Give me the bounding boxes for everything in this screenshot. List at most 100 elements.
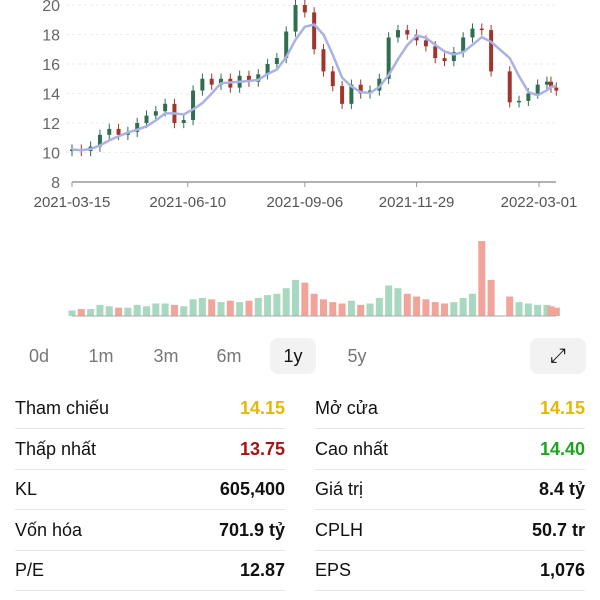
tab-0d[interactable]: 0d <box>28 346 50 366</box>
volume-bar <box>468 293 476 316</box>
tab-6m[interactable]: 6m <box>216 346 242 366</box>
y-tick-label: 18 <box>42 28 60 45</box>
volume-bar <box>441 303 449 316</box>
candle-body <box>414 34 419 41</box>
candle-body <box>256 74 261 82</box>
price-chart[interactable]: 8 10 12 14 16 18 20 2021-03-15 2021-06-10 2021-09… <box>0 0 600 330</box>
candle-body <box>377 78 382 91</box>
candle-body <box>535 84 540 94</box>
volume-bar <box>208 299 216 316</box>
candle-body <box>479 28 484 31</box>
volume-bar <box>506 296 514 316</box>
volume-bar <box>431 302 439 316</box>
volume-bar <box>124 307 132 316</box>
stat-row: P/E 12.87 <box>15 550 285 591</box>
volume-bar <box>478 241 486 316</box>
volume-bar <box>338 303 346 316</box>
volume-bar <box>403 293 411 316</box>
volume-bar <box>77 309 85 316</box>
x-tick-label: 2021-03-15 <box>34 194 111 211</box>
volume-bar <box>552 307 560 316</box>
volume-bar <box>292 279 300 316</box>
stat-label: Mở cửa <box>315 398 378 418</box>
volume-bar <box>422 299 430 316</box>
volume-bar <box>347 300 355 316</box>
candle-body <box>405 30 410 35</box>
stat-label: Tham chiếu <box>15 398 110 418</box>
volume-bar <box>161 303 169 316</box>
candle-body <box>349 84 354 104</box>
stat-value: 701.9 tỷ <box>218 519 285 540</box>
candle-body <box>116 128 121 135</box>
volume-bar <box>226 300 234 316</box>
volume-bar <box>152 303 160 316</box>
stat-value: 605,400 <box>219 479 285 499</box>
volume-bar <box>515 302 523 316</box>
stat-value: 13.75 <box>239 438 285 459</box>
stat-row: KL 605,400 <box>15 469 285 510</box>
y-tick-label: 10 <box>42 146 60 163</box>
stat-row: Mở cửa 14.15 <box>315 388 585 429</box>
candle-body <box>386 37 391 79</box>
stat-label: Vốn hóa <box>15 519 83 540</box>
volume-bar <box>236 302 244 316</box>
y-tick-label: 20 <box>42 0 60 15</box>
volume-bar <box>301 282 309 316</box>
candle-body <box>461 37 466 53</box>
candle-body <box>163 103 168 112</box>
candle-body <box>191 90 196 121</box>
volume-bar <box>180 306 188 316</box>
stat-value: 1,076 <box>539 560 585 580</box>
volume-bar <box>524 303 532 316</box>
candle-body <box>548 81 553 88</box>
tab-3m[interactable]: 3m <box>153 346 179 366</box>
volume-bar <box>96 304 104 316</box>
candle-body <box>395 30 400 38</box>
candle-body <box>517 100 522 103</box>
volume-bar <box>310 293 318 316</box>
stat-label: CPLH <box>315 519 364 540</box>
volume-bar <box>170 304 178 316</box>
volume-bar <box>487 279 495 316</box>
candle-body <box>330 71 335 87</box>
period-tabs: 0d 1m 3m 6m 1y 5y <box>0 338 600 374</box>
volume-bar <box>385 285 393 316</box>
tab-5y[interactable]: 5y <box>347 346 367 366</box>
stat-row: Thấp nhất 13.75 <box>15 429 285 470</box>
candle-body <box>544 81 549 85</box>
candle-body <box>442 58 447 62</box>
candle-body <box>293 5 298 32</box>
volume-bar <box>375 297 383 316</box>
volume-bar <box>329 302 337 316</box>
volume-bar <box>189 299 197 316</box>
stat-row: Cao nhất 14.40 <box>315 429 585 470</box>
volume-bar <box>87 309 95 316</box>
volume-bar <box>394 288 402 316</box>
candle-body <box>219 78 224 85</box>
stat-row: Vốn hóa 701.9 tỷ <box>15 510 285 551</box>
y-tick-label: 12 <box>42 116 60 133</box>
expand-arrows-icon: ⤢ <box>550 345 566 367</box>
volume-bar <box>68 310 76 316</box>
volume-bar <box>254 297 262 316</box>
candle-body <box>153 111 158 116</box>
expand-button[interactable]: ⤢ <box>530 338 586 374</box>
volume-bar <box>366 303 374 316</box>
volume-bar <box>413 296 421 316</box>
volume-bar <box>105 306 113 316</box>
stat-label: Thấp nhất <box>15 438 97 459</box>
stat-label: EPS <box>315 560 352 580</box>
tab-1y[interactable]: 1y <box>270 338 316 374</box>
x-tick-label: 2021-06-10 <box>149 194 226 211</box>
tab-1m[interactable]: 1m <box>88 346 114 366</box>
volume-bar <box>319 299 327 316</box>
candle-body <box>312 12 317 50</box>
x-tick-label: 2022-03-01 <box>501 194 578 211</box>
volume-bar <box>282 288 290 316</box>
stat-value: 14.40 <box>539 438 585 459</box>
volume-bar <box>459 297 467 316</box>
stat-label: Cao nhất <box>315 438 389 459</box>
volume-bar <box>534 304 542 316</box>
candle-body <box>274 58 279 64</box>
candle-body <box>358 84 363 94</box>
